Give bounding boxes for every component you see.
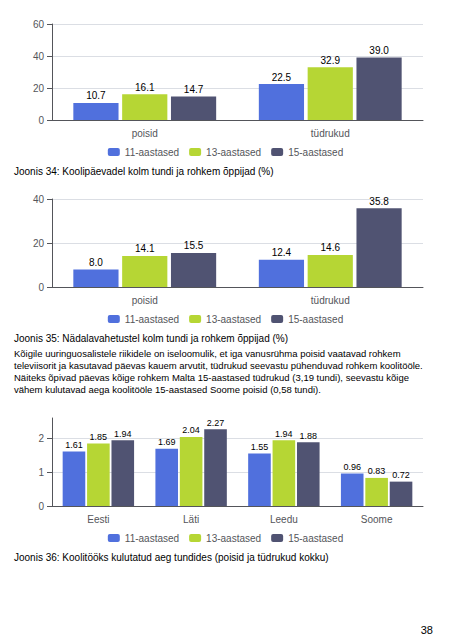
svg-text:1.94: 1.94 [275, 429, 293, 439]
svg-text:1.69: 1.69 [158, 437, 176, 447]
svg-text:14.1: 14.1 [135, 243, 155, 254]
html-text:Kõigile uuringuosalistele riik: Kõigile uuringuosalistele riikidele on i… [14, 348, 401, 359]
svg-text:13-aastased: 13-aastased [206, 314, 261, 325]
svg-text:poisid: poisid [132, 295, 158, 306]
svg-text:2.27: 2.27 [207, 418, 225, 428]
html-text:televiisorit ja kasutavad päev: televiisorit ja kasutavad päevas kauem a… [14, 360, 423, 371]
html-text:38: 38 [420, 624, 433, 636]
svg-text:15-aastased: 15-aastased [288, 314, 343, 325]
svg-text:2: 2 [38, 433, 44, 444]
svg-text:1.85: 1.85 [90, 432, 108, 442]
svg-text:tüdrukud: tüdrukud [311, 295, 350, 306]
svg-text:14.7: 14.7 [184, 84, 204, 95]
svg-text:40: 40 [33, 194, 45, 205]
svg-text:12.4: 12.4 [272, 247, 292, 258]
svg-text:32.9: 32.9 [321, 55, 341, 66]
html-text:Joonis 34: Koolipäevadel kolm: Joonis 34: Koolipäevadel kolm tundi ja r… [14, 166, 274, 177]
svg-text:Läti: Läti [183, 514, 199, 525]
svg-text:20: 20 [33, 83, 45, 94]
svg-text:20: 20 [33, 238, 45, 249]
svg-text:15-aastased: 15-aastased [288, 533, 343, 544]
svg-text:1.94: 1.94 [114, 429, 132, 439]
html-text:Joonis 36: Koolitööks kulutatu: Joonis 36: Koolitööks kulutatud aeg tund… [14, 552, 329, 563]
svg-text:60: 60 [33, 19, 45, 30]
svg-text:13-aastased: 13-aastased [206, 533, 261, 544]
svg-text:poisid: poisid [132, 128, 158, 139]
html-text:Joonis 35: Nädalavahetustel ko: Joonis 35: Nädalavahetustel kolm tundi j… [14, 333, 288, 344]
svg-text:39.0: 39.0 [369, 45, 389, 56]
svg-text:16.1: 16.1 [135, 82, 155, 93]
svg-text:15-aastased: 15-aastased [288, 147, 343, 158]
svg-text:0: 0 [38, 282, 44, 293]
svg-text:14.6: 14.6 [321, 242, 341, 253]
svg-text:11-aastased: 11-aastased [125, 533, 179, 544]
svg-text:0.72: 0.72 [392, 470, 410, 480]
svg-text:0.96: 0.96 [343, 462, 361, 472]
svg-text:1.55: 1.55 [251, 442, 269, 452]
svg-text:1: 1 [38, 467, 44, 478]
svg-text:Eesti: Eesti [87, 514, 109, 525]
svg-text:1.61: 1.61 [65, 440, 83, 450]
svg-text:Soome: Soome [361, 514, 393, 525]
svg-text:35.8: 35.8 [369, 196, 389, 207]
svg-text:22.5: 22.5 [272, 72, 292, 83]
svg-text:10.7: 10.7 [86, 90, 106, 101]
svg-text:tüdrukud: tüdrukud [311, 128, 350, 139]
svg-text:8.0: 8.0 [89, 257, 103, 268]
svg-text:Leedu: Leedu [270, 514, 298, 525]
svg-text:40: 40 [33, 51, 45, 62]
svg-text:2.04: 2.04 [182, 425, 200, 435]
svg-text:0.83: 0.83 [368, 466, 386, 476]
svg-text:11-aastased: 11-aastased [125, 314, 179, 325]
svg-text:11-aastased: 11-aastased [125, 147, 179, 158]
svg-text:0: 0 [38, 115, 44, 126]
html-text:vähem kulutavad aega koolitööl: vähem kulutavad aega koolitööle 15-aasta… [14, 384, 321, 395]
svg-text:0: 0 [38, 501, 44, 512]
svg-text:1.88: 1.88 [300, 431, 318, 441]
svg-text:13-aastased: 13-aastased [206, 147, 261, 158]
html-text:Näiteks õpivad päevas kõige ro: Näiteks õpivad päevas kõige rohkem Malta… [14, 372, 409, 383]
svg-text:15.5: 15.5 [184, 240, 204, 251]
